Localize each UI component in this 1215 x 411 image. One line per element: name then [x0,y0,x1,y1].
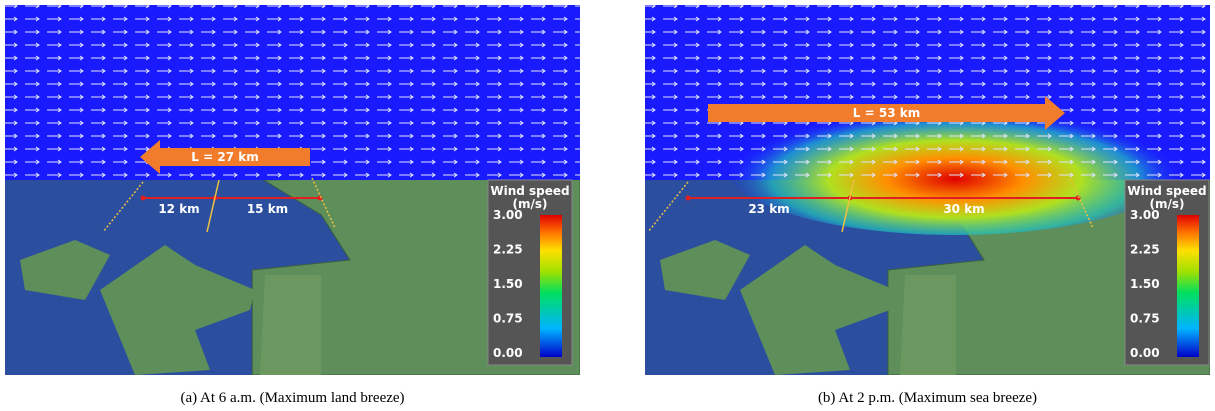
legend-tick: 3.00 [493,208,523,222]
legend-tick: 0.75 [1130,312,1160,326]
arrow-label: L = 27 km [191,150,258,164]
caption: (b) At 2 p.m. (Maximum sea breeze) [818,390,1037,406]
caption: (a) At 6 a.m. (Maximum land breeze) [180,390,404,406]
distance-tick [1076,196,1081,201]
legend-tick: 0.00 [493,346,523,360]
legend-title: Wind speed [1127,184,1206,198]
distance-tick [318,196,323,201]
distance-tick [141,196,146,201]
colorbar [1177,215,1199,357]
distance-label: 23 km [748,202,789,216]
legend-tick: 1.50 [493,277,523,291]
legend-title: Wind speed [490,184,569,198]
legend-tick: 2.25 [493,243,523,257]
figure: L = 27 km12 km15 kmWind speed(m/s)3.002.… [0,0,1215,411]
land [900,275,956,375]
distance-label: 15 km [247,202,288,216]
land [260,275,321,375]
distance-label: 12 km [158,202,199,216]
arrow-label: L = 53 km [853,106,920,120]
legend-tick: 3.00 [1130,208,1160,222]
distance-tick [686,196,691,201]
legend-tick: 0.00 [1130,346,1160,360]
legend-tick: 2.25 [1130,243,1160,257]
wind-vectors [645,5,1210,180]
colorbar [540,215,562,357]
distance-label: 30 km [943,202,984,216]
legend-tick: 0.75 [493,312,523,326]
legend-tick: 1.50 [1130,277,1160,291]
